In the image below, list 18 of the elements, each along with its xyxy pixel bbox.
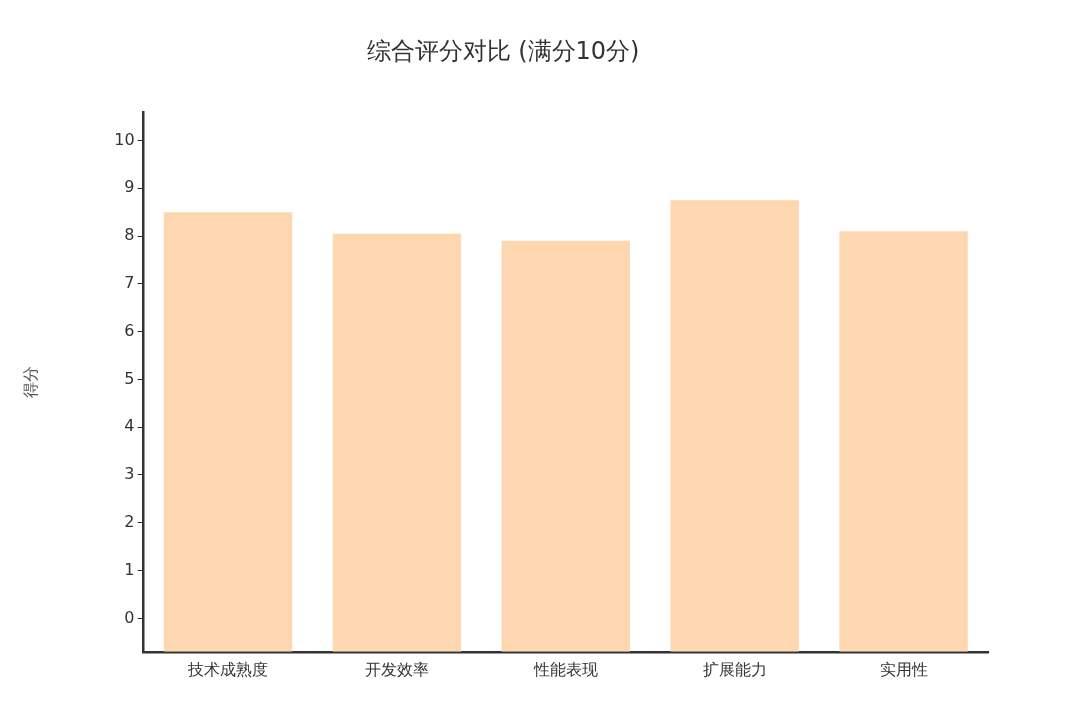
x-tick-label: 技术成熟度 — [187, 659, 268, 679]
y-tick-label: 9 — [124, 177, 135, 197]
x-tick-label: 性能表现 — [532, 659, 598, 679]
x-tick-label: 开发效率 — [364, 659, 429, 679]
x-tick-label: 扩展能力 — [702, 659, 767, 679]
y-tick-label: 0 — [124, 607, 135, 627]
y-tick-label: 8 — [124, 225, 135, 245]
y-axis-title: 得分 — [20, 365, 40, 398]
y-tick-label: 3 — [124, 464, 135, 484]
y-tick-label: 4 — [124, 416, 135, 436]
y-tick-label: 1 — [124, 559, 135, 579]
y-tick-label: 5 — [124, 368, 135, 388]
y-tick-label: 7 — [124, 272, 135, 292]
chart-title: 综合评分对比 (满分10分) — [366, 36, 640, 65]
y-tick-label: 2 — [124, 511, 135, 531]
x-tick-label: 实用性 — [879, 659, 928, 679]
y-tick-label: 6 — [124, 320, 135, 340]
y-tick-label: 10 — [114, 129, 135, 149]
